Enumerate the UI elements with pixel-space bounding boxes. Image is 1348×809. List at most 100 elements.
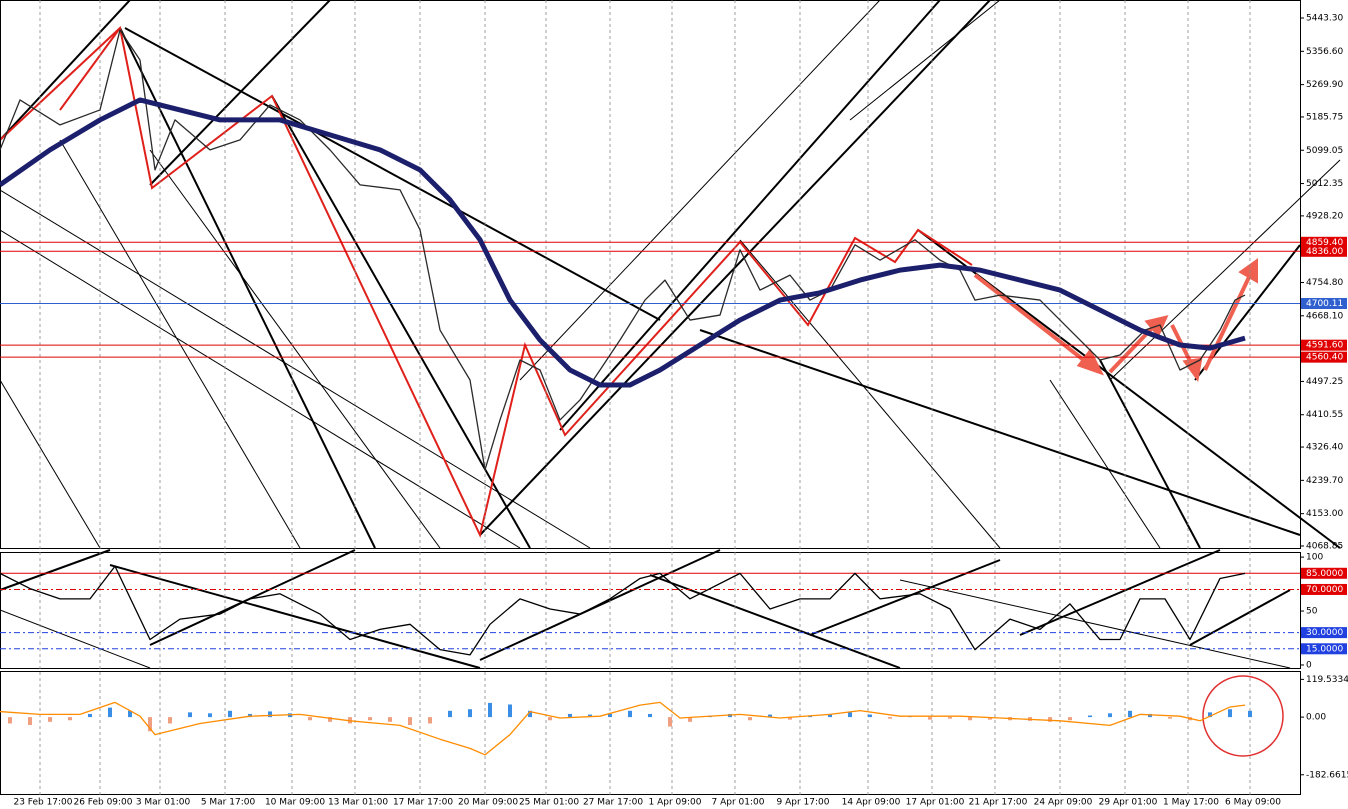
y-tick-label: 4928.20 <box>1306 211 1343 221</box>
level-label-box <box>1301 627 1347 639</box>
level-label: 4560.40 <box>1306 353 1343 363</box>
x-tick-label: 29 Apr 01:00 <box>1099 798 1158 808</box>
histogram-bar <box>168 717 172 724</box>
level-label: 70.0000 <box>1306 585 1343 595</box>
level-label-box <box>1301 567 1347 579</box>
y-tick-label: 0 <box>1306 660 1312 670</box>
x-tick-label: 10 Mar 09:00 <box>265 798 325 808</box>
histogram-bar <box>468 709 472 718</box>
x-tick-label: 23 Feb 17:00 <box>13 798 72 808</box>
histogram-bar <box>1148 713 1152 718</box>
histogram-bar <box>848 712 852 718</box>
histogram-bar <box>1208 712 1212 718</box>
histogram-bar <box>568 713 572 718</box>
series-line <box>0 565 1246 656</box>
x-tick-label: 26 Feb 09:00 <box>73 798 132 808</box>
y-tick-label: 5356.60 <box>1306 47 1343 57</box>
histogram-bar <box>608 713 612 718</box>
histogram-bar <box>1128 710 1132 718</box>
histogram-bar <box>128 710 132 718</box>
y-tick-label: 100 <box>1306 553 1323 563</box>
y-tick-label: 5443.30 <box>1306 14 1343 24</box>
x-tick-label: 20 Mar 09:00 <box>458 798 518 808</box>
x-tick-label: 3 Mar 01:00 <box>136 798 191 808</box>
x-tick-label: 7 Apr 01:00 <box>712 798 765 808</box>
histogram-bar <box>868 714 872 718</box>
histogram-bar <box>28 717 32 725</box>
histogram-bar <box>88 713 92 718</box>
x-tick-label: 24 Apr 09:00 <box>1034 798 1093 808</box>
x-tick-label: 13 Mar 01:00 <box>328 798 388 808</box>
histogram-bar <box>228 710 232 718</box>
histogram-bar <box>328 717 332 722</box>
histogram-bar <box>48 717 52 722</box>
histogram-bar <box>268 711 272 718</box>
y-tick-label: 5269.90 <box>1306 80 1343 90</box>
x-tick-label: 9 Apr 17:00 <box>777 798 830 808</box>
histogram-bar <box>448 710 452 718</box>
y-tick-label: 5012.35 <box>1306 179 1343 189</box>
histogram-bar <box>688 717 692 722</box>
x-tick-label: 17 Apr 01:00 <box>906 798 965 808</box>
histogram-bar <box>548 717 552 721</box>
histogram-bar <box>1168 717 1172 719</box>
histogram-bar <box>108 707 112 718</box>
histogram-bar <box>788 717 792 720</box>
x-tick-label: 14 Apr 09:00 <box>842 798 901 808</box>
histogram-bar <box>408 717 412 725</box>
level-label-box <box>1301 297 1347 309</box>
histogram-bar <box>828 713 832 718</box>
histogram-bar <box>1048 717 1052 722</box>
histogram-bar <box>1248 710 1252 718</box>
histogram-bar <box>68 717 72 721</box>
histogram-bar <box>648 713 652 718</box>
level-label-box <box>1301 236 1347 248</box>
y-tick-label: 4754.80 <box>1306 278 1343 288</box>
level-label: 4859.40 <box>1306 238 1343 248</box>
histogram-bar <box>1228 709 1232 718</box>
y-tick-label: -182.6615 <box>1306 770 1348 780</box>
histogram-bar <box>148 717 152 732</box>
frames <box>0 0 1301 795</box>
level-label-box <box>1301 245 1347 257</box>
x-tick-label: 1 Apr 09:00 <box>649 798 702 808</box>
level-label-box <box>1301 339 1347 351</box>
y-tick-label: 4153.00 <box>1306 509 1343 519</box>
histogram-bar <box>208 713 212 718</box>
histogram-bar <box>1068 717 1072 721</box>
x-tick-label: 1 May 17:00 <box>1163 798 1219 808</box>
x-tick-label: 5 Mar 17:00 <box>201 798 256 808</box>
histogram-bar <box>768 714 772 718</box>
level-label-box <box>1301 351 1347 363</box>
histogram-bar <box>988 717 992 720</box>
x-tick-label: 6 May 09:00 <box>1225 798 1281 808</box>
y-tick-label: 5185.75 <box>1306 112 1343 122</box>
x-tick-label: 25 Mar 01:00 <box>519 798 579 808</box>
histogram-bar <box>308 717 312 721</box>
level-label-box <box>1301 583 1347 595</box>
level-label-box <box>1301 643 1347 655</box>
y-tick-label: 119.5334 <box>1306 675 1348 685</box>
series-line <box>0 97 1246 388</box>
drawings <box>0 0 1341 757</box>
level-label: 85.0000 <box>1306 569 1343 579</box>
histogram-bar <box>1108 713 1112 718</box>
histogram-bar <box>968 717 972 721</box>
histogram-bar <box>488 702 492 718</box>
x-tick-label: 21 Apr 17:00 <box>969 798 1028 808</box>
histogram-bar <box>508 704 512 718</box>
x-tick-label: 17 Mar 17:00 <box>393 798 453 808</box>
y-tick-label: 4410.55 <box>1306 410 1343 420</box>
histogram-bar <box>1088 715 1092 718</box>
level-label: 4591.60 <box>1306 341 1343 351</box>
y-tick-label: 4326.40 <box>1306 443 1343 453</box>
y-tick-label: 0.00 <box>1306 713 1326 723</box>
histogram-bar <box>628 710 632 718</box>
histogram-bar <box>588 714 592 718</box>
histogram-bar <box>528 710 532 718</box>
y-tick-label: 4239.70 <box>1306 476 1343 486</box>
x-tick-label: 27 Mar 17:00 <box>583 798 643 808</box>
histogram-bar <box>248 713 252 718</box>
